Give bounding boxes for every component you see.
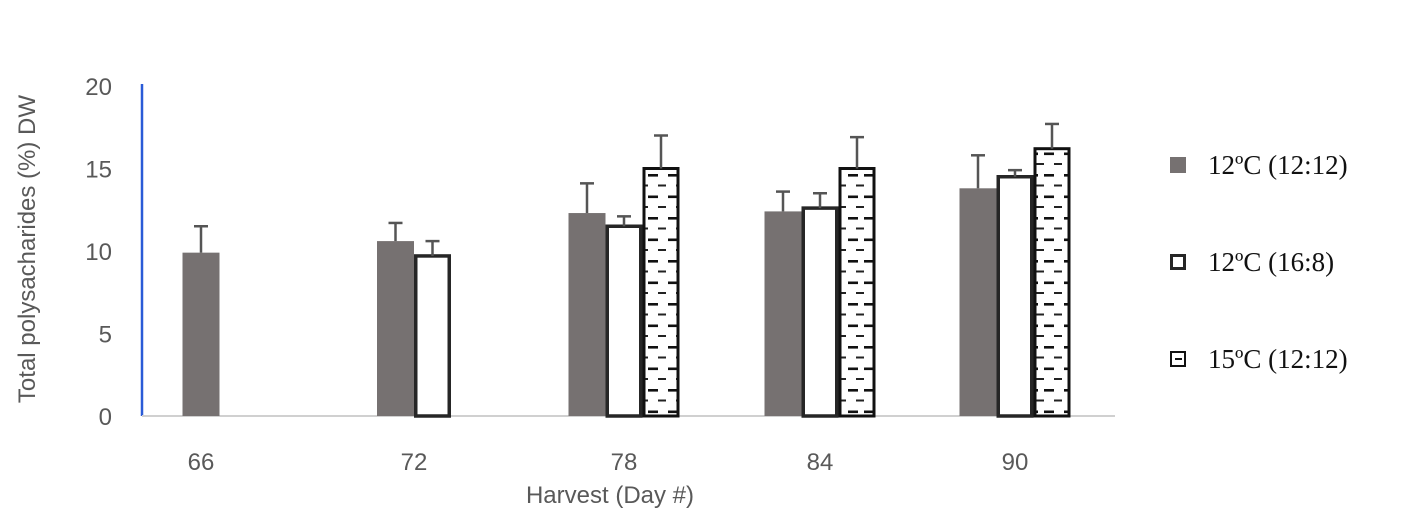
y-tick-label: 15	[85, 157, 112, 184]
bar	[1033, 147, 1071, 418]
bar-group-day-66	[182, 225, 220, 416]
legend-label: 15ºC (12:12)	[1208, 343, 1348, 374]
bar	[605, 224, 643, 418]
y-tick-label: 5	[99, 322, 112, 349]
y-tick-label: 10	[85, 239, 112, 266]
y-axis-title: Total polysacharides (%) DW	[14, 94, 41, 404]
legend-item-12c-16-8: 12ºC (16:8)	[1170, 247, 1334, 277]
bar	[414, 254, 451, 418]
x-tick-label: 90	[1002, 449, 1029, 476]
x-tick-label: 72	[401, 449, 428, 476]
solid-square-icon	[1170, 157, 1186, 173]
bar	[568, 213, 606, 416]
bar-group-day-72	[377, 221, 451, 418]
legend-label: 12ºC (12:12)	[1208, 149, 1348, 180]
x-axis-title: Harvest (Day #)	[525, 482, 695, 509]
x-tick-label: 66	[188, 449, 215, 476]
bar	[996, 175, 1034, 418]
y-tick-label: 20	[85, 74, 112, 101]
bar	[801, 206, 839, 418]
bar	[377, 241, 414, 416]
bar-group-day-84	[764, 135, 876, 418]
legend-item-15c-12-12: 15ºC (12:12)	[1170, 344, 1348, 374]
bar-group-day-78	[568, 134, 680, 418]
dashed-square-icon	[1170, 351, 1186, 367]
x-axis-ticks: 66 72 78 84 90	[188, 449, 1029, 476]
legend-label: 12ºC (16:8)	[1208, 246, 1335, 277]
y-tick-label: 0	[99, 404, 112, 431]
x-tick-label: 78	[611, 449, 638, 476]
legend-item-12c-12-12: 12ºC (12:12)	[1170, 150, 1348, 180]
bar	[642, 167, 680, 418]
bar	[838, 167, 876, 418]
bar	[959, 188, 997, 416]
y-axis-ticks: 0 5 10 15 20	[85, 74, 112, 431]
bars-group	[182, 122, 1071, 418]
bar	[764, 211, 802, 416]
bar-group-day-90	[959, 122, 1071, 418]
bar	[182, 252, 220, 416]
x-tick-label: 84	[807, 449, 834, 476]
open-square-icon	[1170, 254, 1186, 270]
